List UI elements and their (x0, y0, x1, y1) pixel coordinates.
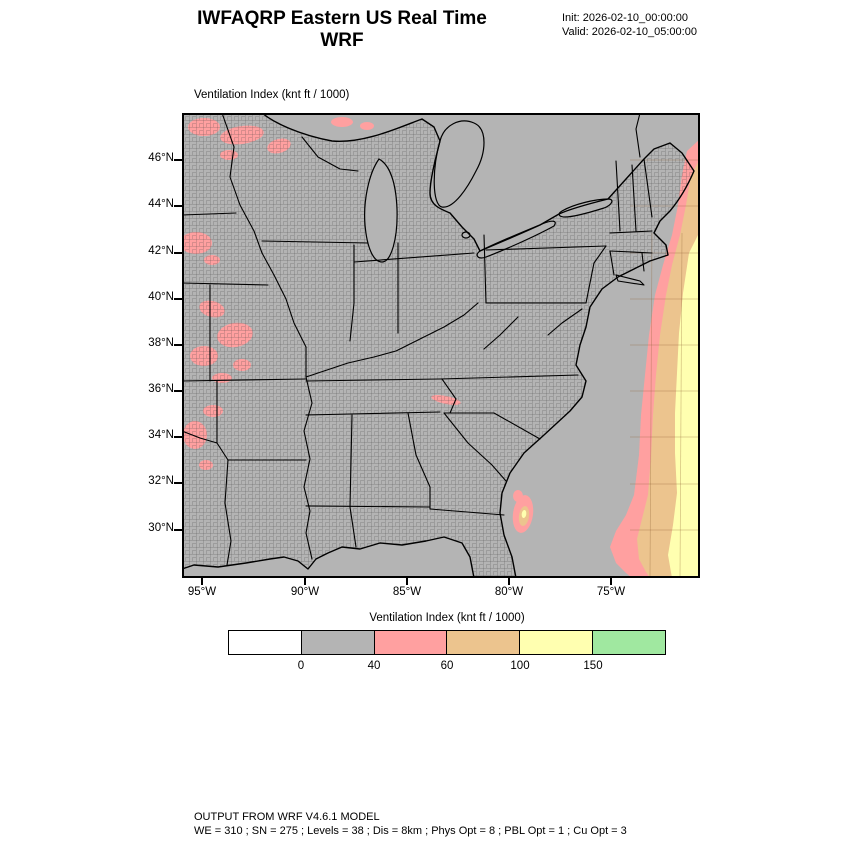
state-borders (182, 113, 653, 566)
valid-timestamp: Valid: 2026-02-10_05:00:00 (562, 26, 697, 38)
x-axis-label: 90°W (290, 586, 320, 598)
map-canvas (182, 113, 700, 578)
page-title: IWFAQRP Eastern US Real Time WRF (197, 8, 487, 51)
colorbar-cell-60-100 (446, 630, 521, 655)
y-axis-tick (174, 205, 182, 207)
x-axis-tick (610, 578, 612, 585)
y-axis-tick (174, 436, 182, 438)
y-axis-tick (174, 298, 182, 300)
y-axis-tick (174, 159, 182, 161)
x-axis-tick (201, 578, 203, 585)
colorbar (228, 630, 666, 655)
y-axis-label: 34°N (148, 429, 174, 441)
y-axis-label: 32°N (148, 475, 174, 487)
y-axis-tick (174, 529, 182, 531)
x-axis-label: 95°W (187, 586, 217, 598)
footer-config-line: WE = 310 ; SN = 275 ; Levels = 38 ; Dis … (194, 825, 627, 837)
y-axis-label: 36°N (148, 383, 174, 395)
y-axis-tick (174, 344, 182, 346)
map-frame (182, 113, 700, 578)
colorbar-cell-above-150 (592, 630, 666, 655)
colorbar-tick-label: 150 (583, 660, 603, 672)
map-plot (182, 113, 700, 578)
colorbar-tick-label: 40 (367, 660, 381, 672)
colorbar-tick-label: 100 (510, 660, 530, 672)
colorbar-tick-label: 0 (297, 660, 305, 672)
footer-block: OUTPUT FROM WRF V4.6.1 MODEL WE = 310 ; … (194, 810, 627, 838)
coastline (182, 113, 695, 578)
footer-model-line: OUTPUT FROM WRF V4.6.1 MODEL (194, 811, 380, 823)
y-axis-label: 30°N (148, 522, 174, 534)
colorbar-label: Ventilation Index (knt ft / 1000) (369, 612, 525, 624)
colorbar-cell-40-60 (373, 630, 448, 655)
init-timestamp: Init: 2026-02-10_00:00:00 (562, 12, 688, 24)
y-axis-tick (174, 252, 182, 254)
x-axis-label: 85°W (392, 586, 422, 598)
lake-huron (433, 120, 485, 208)
y-axis-label: 46°N (148, 152, 174, 164)
great-lakes (364, 120, 613, 263)
colorbar-cell-below-0 (228, 630, 302, 655)
x-axis-tick (508, 578, 510, 585)
x-axis-label: 75°W (596, 586, 626, 598)
colorbar-cell-0-40 (300, 630, 375, 655)
y-axis-label: 44°N (148, 198, 174, 210)
y-axis-tick (174, 390, 182, 392)
y-axis-label: 38°N (148, 337, 174, 349)
lake-michigan (364, 158, 398, 263)
y-axis-tick (174, 482, 182, 484)
ocean-band-yellow (668, 231, 700, 578)
y-axis-label: 40°N (148, 291, 174, 303)
map-field-label: Ventilation Index (knt ft / 1000) (194, 89, 350, 101)
offshore-cell-feature (512, 490, 534, 533)
graticule-lines (630, 159, 700, 578)
x-axis-tick (304, 578, 306, 585)
y-axis-label: 42°N (148, 245, 174, 257)
colorbar-tick-label: 60 (440, 660, 454, 672)
timestamp-block: Init: 2026-02-10_00:00:00 Valid: 2026-02… (562, 11, 697, 39)
x-axis-tick (406, 578, 408, 585)
lake-ontario (558, 198, 613, 218)
x-axis-label: 80°W (494, 586, 524, 598)
colorbar-cell-100-150 (519, 630, 594, 655)
